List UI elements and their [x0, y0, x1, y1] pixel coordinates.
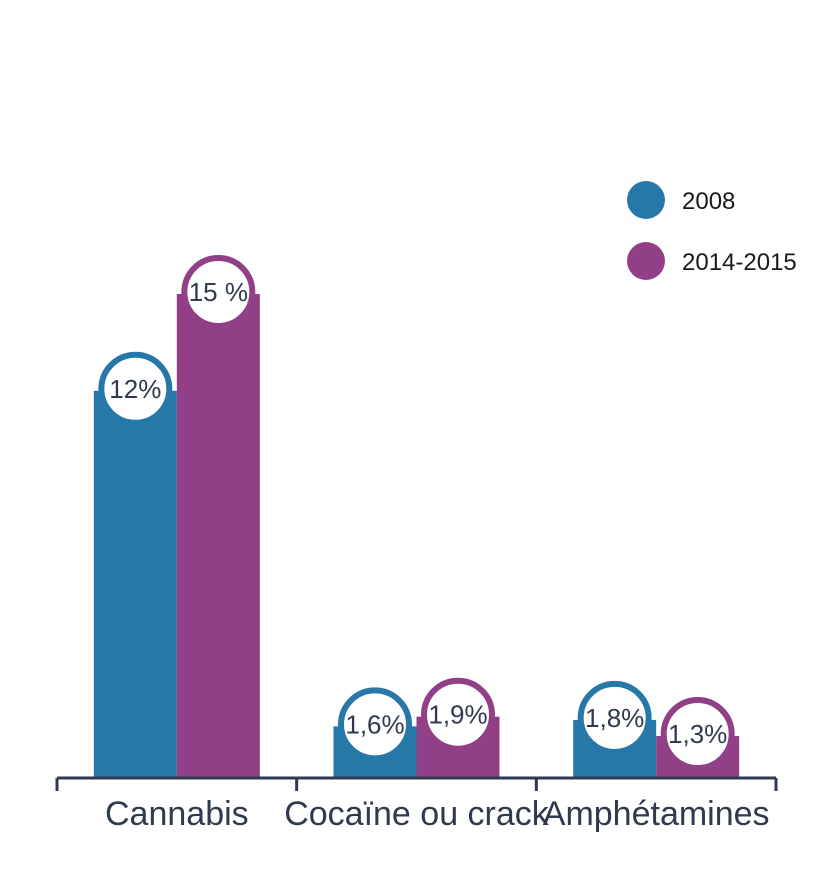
data-label: 1,6% — [345, 709, 404, 739]
value-bubble — [181, 255, 256, 329]
bar-group: 1,9% — [416, 677, 500, 778]
bar-group: 12% — [93, 351, 177, 778]
legend: 2008 2014-2015 — [627, 181, 797, 280]
value-bubble — [421, 677, 495, 752]
data-label: 15 % — [189, 277, 248, 307]
value-bubble — [660, 697, 735, 772]
category-label: Cocaïne ou crack — [284, 795, 550, 833]
legend-label: 2014-2015 — [682, 249, 797, 276]
bar-group: 1,6% — [333, 687, 417, 778]
bar-group: 1,3% — [656, 697, 740, 778]
legend-item: 2014-2015 — [627, 242, 797, 280]
data-label: 1,9% — [428, 700, 487, 730]
value-bubble — [577, 680, 652, 755]
value-bubble — [98, 351, 173, 426]
bar — [93, 390, 177, 778]
bar-group: 15 % — [176, 255, 260, 778]
x-axis — [55, 776, 778, 791]
legend-item: 2008 — [627, 181, 735, 219]
legend-marker — [627, 181, 665, 219]
bars: 12% 15 % 1,6% 1,9% 1,8% 1,3% — [93, 255, 740, 778]
value-bubble — [338, 687, 412, 762]
legend-marker — [627, 242, 665, 280]
bar — [176, 294, 260, 778]
data-label: 12% — [109, 374, 161, 404]
category-label: Cannabis — [105, 795, 249, 833]
legend-label: 2008 — [682, 188, 735, 215]
category-label: Amphétamines — [543, 795, 770, 833]
data-label: 1,3% — [668, 719, 727, 749]
bar-group: 1,8% — [573, 680, 657, 778]
data-label: 1,8% — [585, 703, 644, 733]
